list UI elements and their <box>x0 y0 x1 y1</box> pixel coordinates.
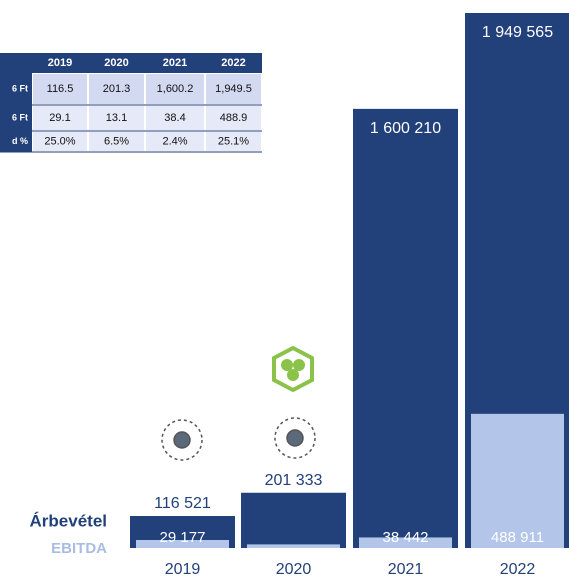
data-label: 1 600 210 <box>370 120 441 137</box>
x-tick-label: 2022 <box>500 561 536 578</box>
table-cell: 1,600.2 <box>157 83 194 95</box>
table: 2019 2020 2021 2022 6 Ft 116.5 201.3 1,600.2 1,9… <box>0 53 262 153</box>
table-cell-bg <box>206 132 261 151</box>
data-label: 13 166 <box>271 529 317 546</box>
bar <box>247 544 340 548</box>
table-cell: 201.3 <box>103 83 131 95</box>
data-label: 488 911 <box>491 529 544 546</box>
table-header <box>0 53 262 73</box>
table-cell-bg <box>89 106 144 130</box>
data-label: 1 949 565 <box>482 24 553 41</box>
x-tick-label: 2020 <box>276 561 312 578</box>
table-cell-bg <box>146 132 204 151</box>
table-cell: 25.1% <box>218 135 249 147</box>
legend-label: EBITDA <box>51 540 107 557</box>
table-cell-bg <box>33 74 87 104</box>
table-cell: 29.1 <box>49 112 70 124</box>
row-label: d % <box>12 136 28 146</box>
row-label: 6 Ft <box>12 112 28 122</box>
table-cell: 488.9 <box>220 112 248 124</box>
data-label: 29 177 <box>160 529 206 546</box>
table-cell: 38.4 <box>164 112 185 124</box>
table-cell: 1,949.5 <box>215 83 252 95</box>
table-header-cell: 2019 <box>48 57 72 69</box>
data-label: 201 333 <box>265 472 323 489</box>
x-tick-label: 2019 <box>165 561 201 578</box>
table-header-cell: 2022 <box>221 57 245 69</box>
row-label-bg <box>0 131 32 152</box>
row-label-bg <box>0 73 32 105</box>
table-cell-bg <box>146 74 204 104</box>
table-cell: 25.0% <box>44 135 75 147</box>
row-label: 6 Ft <box>12 83 28 93</box>
bar <box>359 537 452 548</box>
legend-label: Árbevétel <box>30 511 107 530</box>
bar <box>353 108 458 549</box>
table-cell-bg <box>206 74 261 104</box>
table-cell-bg <box>146 106 204 130</box>
table-cell-bg <box>89 74 144 104</box>
table-cell-bg <box>33 132 87 151</box>
table-cell: 13.1 <box>106 112 127 124</box>
data-label: 38 442 <box>383 529 429 546</box>
bar <box>471 413 564 548</box>
data-label: 116 521 <box>154 495 211 512</box>
table-cell: 2.4% <box>162 135 187 147</box>
table-cell-bg <box>33 106 87 130</box>
bar <box>241 492 346 548</box>
table-header-cell: 2021 <box>163 57 187 69</box>
table-cell-bg <box>89 132 144 151</box>
x-tick-label: 2021 <box>388 561 424 578</box>
table-cell: 116.5 <box>47 83 74 95</box>
table-cell: 6.5% <box>104 135 129 147</box>
table-cell-bg <box>206 106 261 130</box>
row-label-bg <box>0 105 32 131</box>
table-header-cell: 2020 <box>104 57 128 69</box>
bar <box>136 539 229 548</box>
